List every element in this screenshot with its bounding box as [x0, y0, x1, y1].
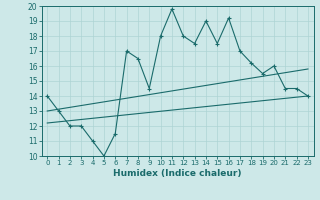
X-axis label: Humidex (Indice chaleur): Humidex (Indice chaleur)	[113, 169, 242, 178]
